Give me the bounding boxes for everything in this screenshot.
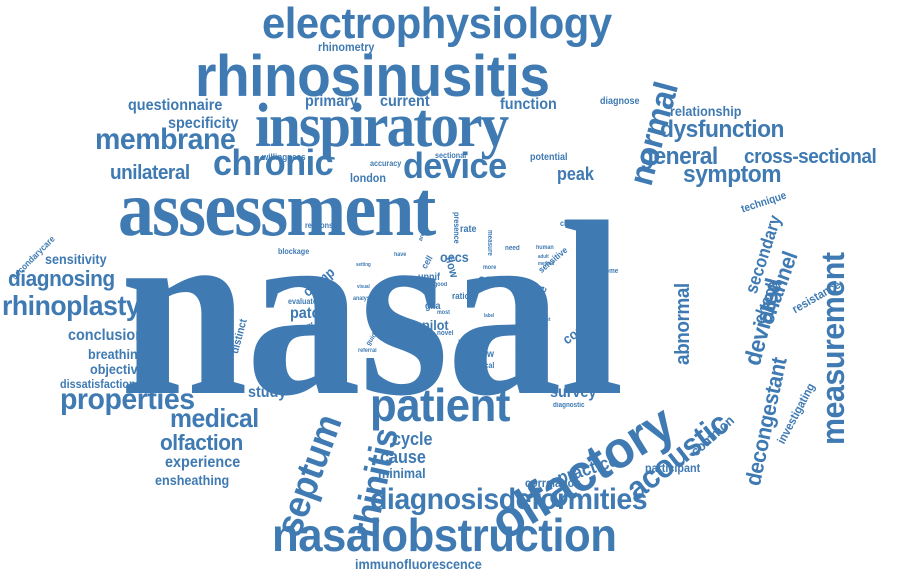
word-52: survey xyxy=(550,384,597,401)
word-67: patch xyxy=(290,305,329,322)
word-66: potential xyxy=(530,152,568,163)
word-84: referral xyxy=(358,348,377,354)
word-2: inspiratory xyxy=(255,92,509,160)
word-109: setting xyxy=(356,262,371,268)
word-65: sectional xyxy=(435,151,467,160)
word-104: rate xyxy=(460,224,477,235)
word-111: bulb xyxy=(380,282,392,288)
word-114: method xyxy=(538,261,555,267)
word-47: dissatisfaction xyxy=(60,377,136,391)
word-99: novel xyxy=(437,330,454,337)
word-29: primary xyxy=(305,93,358,110)
word-59: technique xyxy=(739,189,788,216)
word-108: have xyxy=(394,252,407,258)
word-83: neuron xyxy=(422,347,441,353)
word-90: glia xyxy=(425,301,441,312)
word-10: chronic xyxy=(213,142,334,183)
word-26: questionnaire xyxy=(128,97,223,114)
word-68: pilot xyxy=(422,317,449,333)
word-98: analysis xyxy=(353,296,375,302)
word-3: rhinosinusitis xyxy=(195,44,550,109)
word-5: nasalobstruction xyxy=(272,509,617,561)
word-18: medical xyxy=(170,403,259,433)
word-76: response xyxy=(305,221,338,230)
word-8: diagnosisdeformities xyxy=(370,483,648,516)
word-60: rhinometry xyxy=(318,40,375,54)
word-89: outcome xyxy=(592,268,619,275)
word-87: diagnostic xyxy=(553,402,585,409)
word-118: good xyxy=(434,282,448,288)
word-23: symptom xyxy=(683,161,782,188)
word-32: relationship xyxy=(670,103,742,119)
word-27: specificity xyxy=(168,115,239,132)
word-1: assessment xyxy=(118,165,436,252)
word-64: accuracy xyxy=(370,159,402,168)
word-20: dysfunction xyxy=(660,116,784,143)
word-88: change xyxy=(560,219,586,228)
word-72: care xyxy=(478,271,504,287)
word-106: presence xyxy=(452,212,461,244)
word-54: participant xyxy=(645,461,701,475)
word-80: result xyxy=(458,337,483,348)
word-34: experience xyxy=(165,454,241,471)
word-85: duration xyxy=(400,385,422,391)
word-30: current xyxy=(380,93,430,110)
word-62: london xyxy=(350,171,386,185)
word-77: blockage xyxy=(278,247,310,256)
word-22: cross-sectional xyxy=(744,146,877,168)
word-33: peak xyxy=(557,164,594,184)
word-92: upnif xyxy=(418,272,440,283)
word-4: electrophysiology xyxy=(262,0,612,48)
word-63: willingness xyxy=(262,152,306,162)
word-113: adult xyxy=(538,254,549,260)
word-102: need xyxy=(505,245,520,252)
word-25: diagnosing xyxy=(8,266,115,291)
word-43: sensitivity xyxy=(45,251,107,267)
word-24: olfaction xyxy=(160,430,243,455)
word-36: immunofluorescence xyxy=(355,556,482,571)
word-81: airflow xyxy=(465,349,495,360)
word-0: nasal xyxy=(120,171,624,448)
word-103: human xyxy=(536,245,554,251)
word-42: abnormal xyxy=(672,283,694,365)
word-35: ensheathing xyxy=(155,472,230,488)
word-101: better xyxy=(425,339,438,345)
word-55: correlation xyxy=(525,476,581,490)
word-73: oecs xyxy=(440,249,469,265)
word-78: evaluate xyxy=(288,297,317,306)
word-86: treatment xyxy=(470,385,495,391)
word-9: device xyxy=(403,145,507,186)
word-50: cause xyxy=(380,447,426,467)
word-51: minimal xyxy=(378,465,426,481)
word-116: label xyxy=(484,313,495,319)
word-21: general xyxy=(640,143,718,170)
word-46: objective xyxy=(90,361,145,377)
word-112: more xyxy=(483,265,497,271)
word-117: test xyxy=(425,291,434,297)
word-19: rhinoplasty xyxy=(2,290,141,321)
word-110: visual xyxy=(357,284,370,290)
word-115: subset xyxy=(536,317,551,323)
word-6: patient xyxy=(370,379,510,431)
word-28: unilateral xyxy=(110,162,190,184)
word-44: conclusion xyxy=(68,327,145,344)
word-49: cycle xyxy=(392,429,433,449)
word-48: study xyxy=(248,384,287,401)
word-105: measure xyxy=(486,230,493,256)
word-17: properties xyxy=(60,383,195,416)
word-11: membrane xyxy=(95,123,236,156)
word-91: ratio xyxy=(452,291,470,301)
word-61: diagnose xyxy=(600,96,640,107)
word-45: breathing xyxy=(88,346,146,362)
word-31: function xyxy=(500,96,557,113)
word-82: clinical xyxy=(470,361,495,370)
word-100: most xyxy=(437,310,450,316)
